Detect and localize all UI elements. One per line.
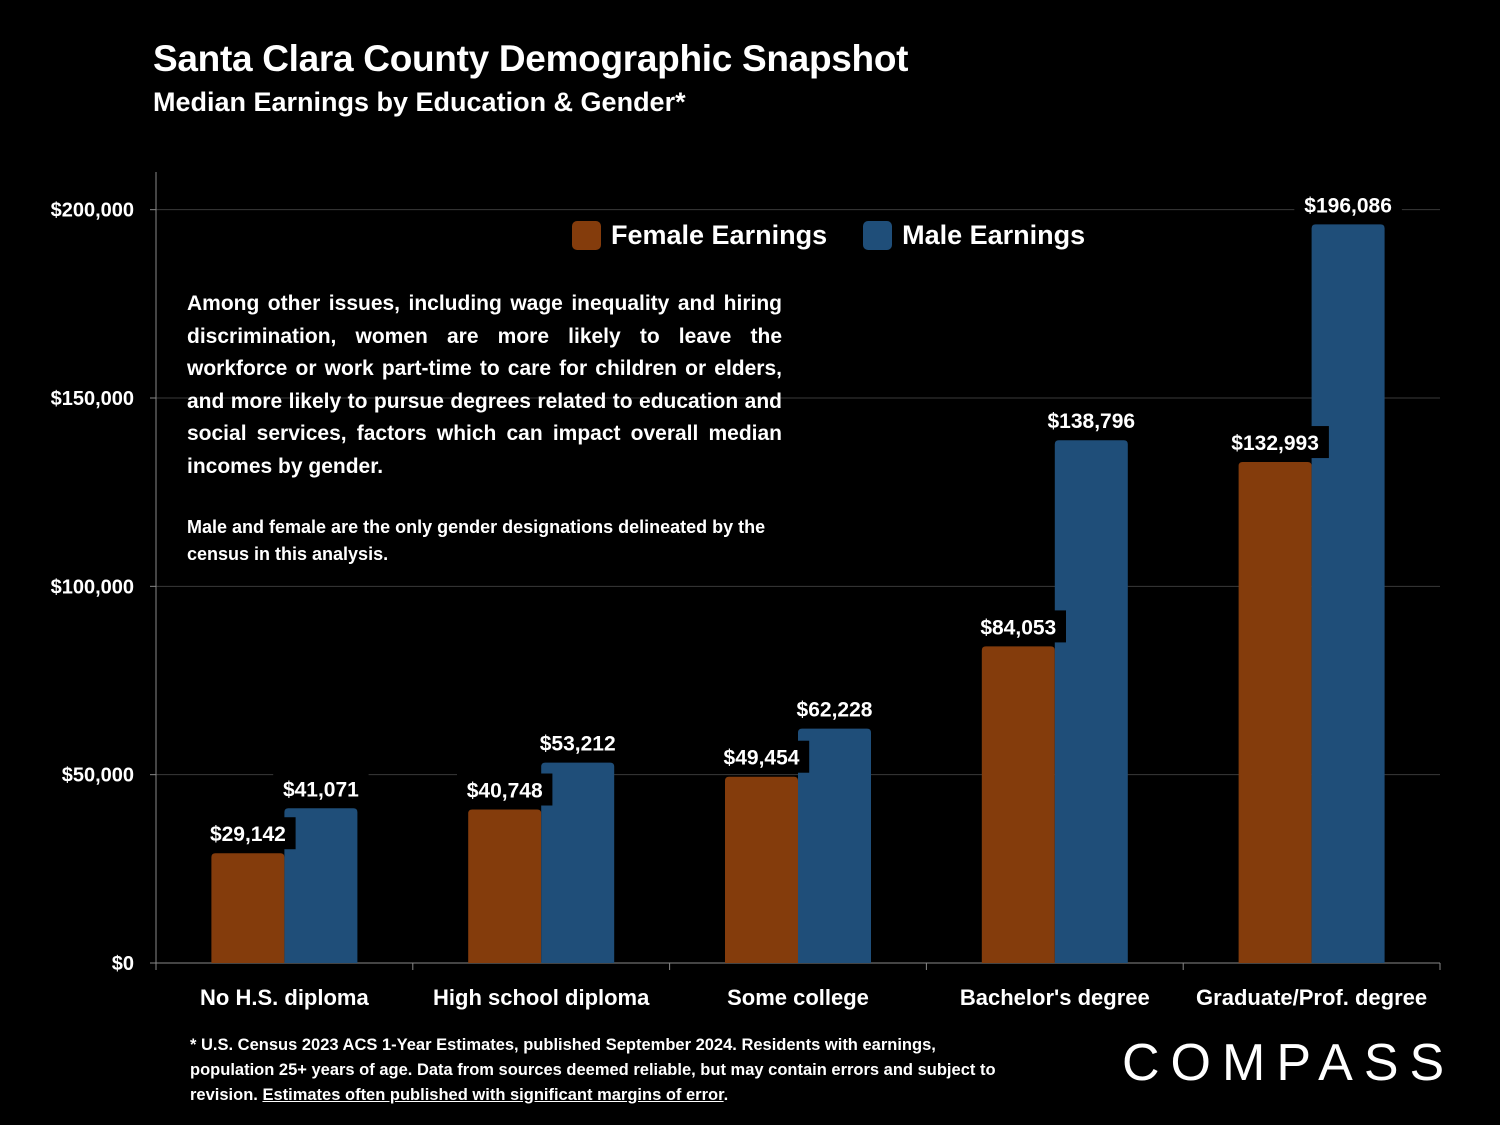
footnote-text: * U.S. Census 2023 ACS 1-Year Estimates,… (190, 1036, 996, 1104)
bar-female (1238, 462, 1312, 963)
y-tick-label: $50,000 (62, 765, 134, 787)
data-label-female: $84,053 (980, 616, 1056, 639)
bar-female (468, 809, 542, 963)
footnote-end: . (723, 1086, 729, 1104)
data-label-bg (273, 772, 369, 805)
data-label-male: $53,212 (540, 733, 616, 756)
data-label-bg (200, 817, 296, 850)
data-label-bg (713, 740, 810, 773)
legend-swatch-female (572, 221, 601, 250)
data-label-female: $29,142 (210, 823, 286, 846)
legend-item-female: Female Earnings (572, 220, 827, 251)
data-label-bg (1221, 426, 1329, 459)
x-tick-label: High school diploma (433, 985, 650, 1010)
data-label-bg (530, 726, 626, 759)
legend-label-female: Female Earnings (611, 220, 828, 250)
x-tick-label: Bachelor's degree (960, 985, 1150, 1010)
data-label-bg (457, 773, 553, 806)
data-label-bg (786, 692, 883, 725)
data-label-female: $132,993 (1231, 432, 1319, 455)
x-tick-label: Graduate/Prof. degree (1196, 985, 1427, 1010)
data-label-bg (1294, 188, 1402, 221)
y-tick-label: $200,000 (51, 200, 134, 222)
data-label-female: $40,748 (467, 780, 543, 803)
legend-item-male: Male Earnings (863, 220, 1085, 251)
footnote: * U.S. Census 2023 ACS 1-Year Estimates,… (190, 1033, 1020, 1108)
data-label-male: $196,086 (1304, 194, 1392, 217)
x-tick-label: Some college (727, 985, 869, 1010)
legend: Female Earnings Male Earnings (572, 220, 1121, 251)
data-label-bg (1037, 404, 1146, 437)
bar-male (541, 762, 615, 963)
x-tick-label: No H.S. diploma (200, 985, 369, 1010)
chart-subtitle: Median Earnings by Education & Gender* (153, 87, 686, 117)
data-label-female: $49,454 (724, 747, 800, 770)
annotation-secondary-text: Male and female are the only gender desi… (187, 517, 766, 564)
y-tick-label: $150,000 (51, 388, 134, 410)
bar-female (211, 853, 285, 963)
data-label-male: $62,228 (797, 699, 873, 722)
data-label-male: $41,071 (283, 778, 359, 801)
y-tick-label: $0 (112, 953, 134, 975)
y-tick-label: $100,000 (51, 576, 134, 598)
chart-title: Santa Clara County Demographic Snapshot (153, 38, 909, 79)
bar-male (1311, 224, 1385, 963)
bar-female (725, 776, 798, 963)
data-label-male: $138,796 (1048, 410, 1136, 433)
footnote-link[interactable]: Estimates often published with significa… (262, 1086, 724, 1104)
bar-male (798, 728, 871, 963)
bar-male (1054, 440, 1128, 963)
bar-male (284, 808, 358, 963)
bar-female (981, 646, 1055, 963)
data-label-bg (970, 610, 1066, 643)
legend-swatch-male (863, 221, 893, 250)
compass-logo: COMPASS (1122, 1034, 1456, 1092)
legend-label-male: Male Earnings (902, 220, 1086, 250)
annotation-text: Among other issues, including wage inequ… (187, 292, 782, 478)
